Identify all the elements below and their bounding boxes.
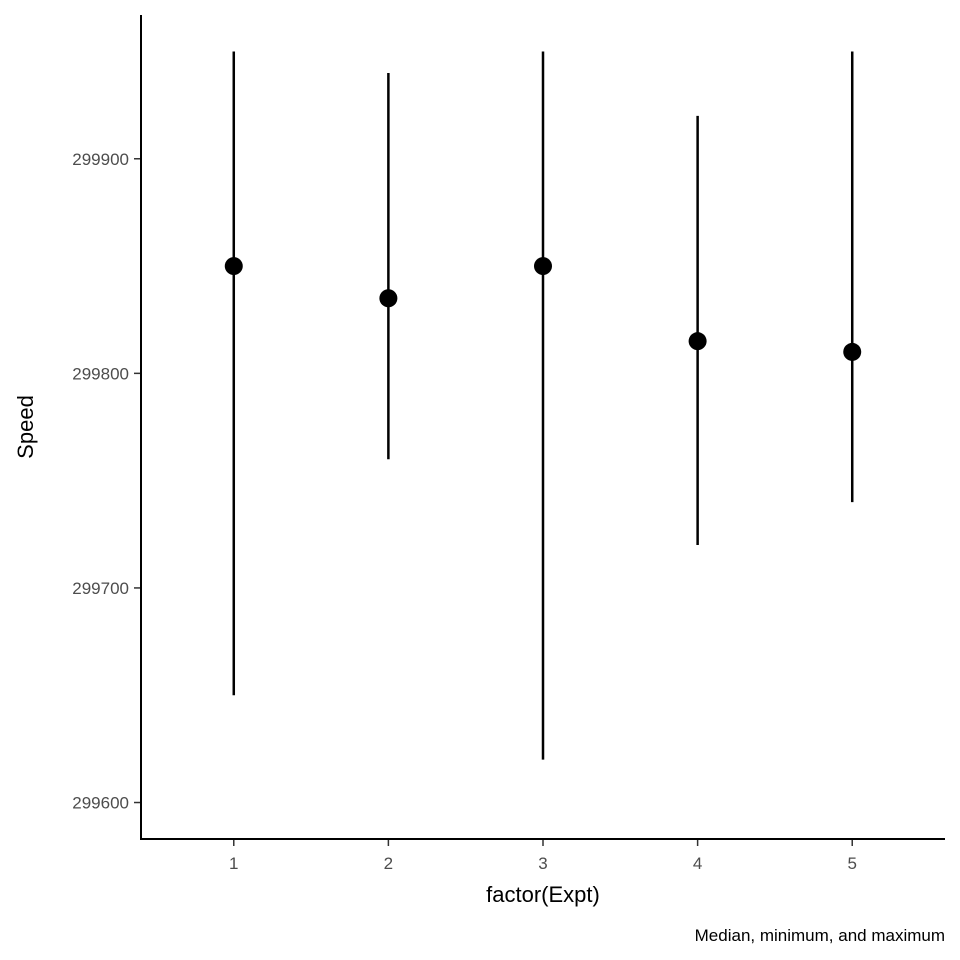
- y-axis-title: Speed: [13, 395, 38, 459]
- x-tick-label: 2: [384, 854, 393, 873]
- y-axis-ticks: 299600 299700 299800 299900: [72, 150, 141, 813]
- x-tick-label: 3: [538, 854, 547, 873]
- median-point: [379, 289, 398, 308]
- median-point: [224, 257, 243, 276]
- median-point: [534, 257, 552, 276]
- y-tick-label: 299600: [72, 794, 129, 813]
- y-tick-label: 299900: [72, 150, 129, 169]
- x-axis-ticks: 1 2 3 4 5: [229, 839, 857, 873]
- y-tick-label: 299800: [72, 364, 129, 383]
- y-tick-label: 299700: [72, 579, 129, 598]
- x-tick-label: 4: [693, 854, 702, 873]
- chart-caption: Median, minimum, and maximum: [695, 926, 945, 945]
- x-tick-label: 1: [229, 854, 238, 873]
- point-ranges: [224, 51, 862, 760]
- x-tick-label: 5: [847, 854, 856, 873]
- x-axis-title: factor(Expt): [486, 882, 600, 907]
- median-point: [688, 332, 707, 351]
- median-point: [843, 342, 862, 361]
